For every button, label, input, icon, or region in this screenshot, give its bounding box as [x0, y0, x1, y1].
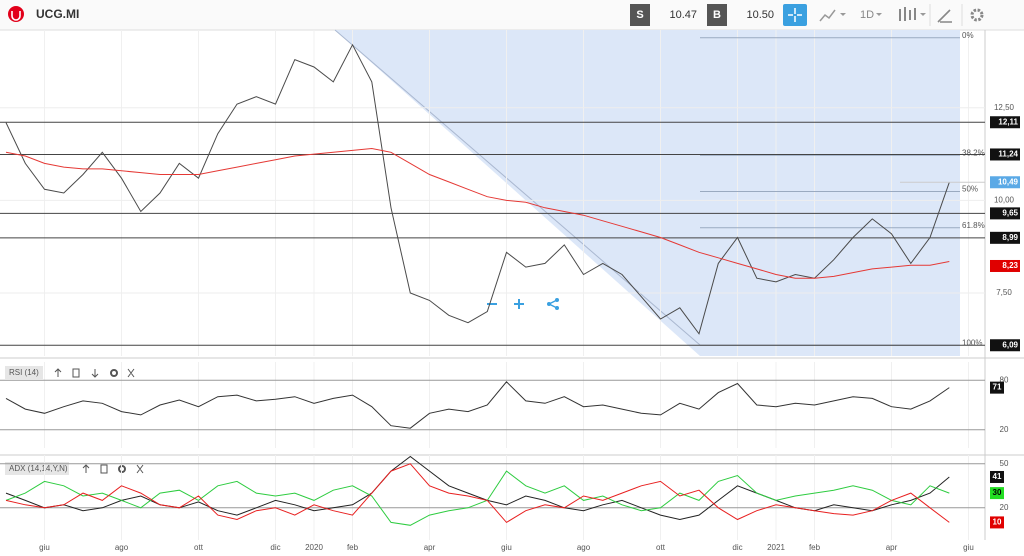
price-tag	[990, 207, 1020, 220]
price-tag-label: 8,23	[1002, 261, 1018, 270]
x-tick-label: giu	[501, 543, 512, 552]
share-button[interactable]	[540, 294, 566, 314]
fib-label: 50%	[962, 185, 978, 194]
fib-label: 61.8%	[962, 221, 985, 230]
chart-type-button[interactable]	[819, 9, 836, 22]
rsi-settings-icon[interactable]	[110, 369, 118, 377]
adx-label-box[interactable]	[5, 462, 69, 475]
y-tick-label: 80	[1000, 375, 1009, 384]
sell-button[interactable]	[630, 4, 650, 26]
x-tick-label: 2021	[767, 543, 785, 552]
y-tick-label: 7,50	[996, 288, 1012, 297]
price-tag	[990, 176, 1020, 189]
value-tag-label: 30	[993, 488, 1002, 497]
rsi-panel-icons[interactable]	[54, 368, 135, 378]
series-line	[5, 381, 950, 429]
x-tick-label: apr	[424, 543, 436, 552]
x-tick-label: ott	[194, 543, 204, 552]
share-dot	[555, 306, 559, 310]
value-tag-label: 41	[993, 472, 1002, 481]
symbol: UCG.MI	[36, 7, 79, 21]
adx-panel-icons[interactable]	[82, 464, 144, 474]
x-tick-label: 2020	[305, 543, 323, 552]
x-tick-label: dic	[732, 543, 742, 552]
trend-line	[334, 29, 701, 346]
logo-mark	[11, 11, 21, 21]
settings-button[interactable]	[970, 8, 984, 22]
value-tag	[990, 381, 1004, 394]
value-tag	[990, 516, 1004, 529]
rsi-label-box[interactable]	[5, 366, 43, 379]
series-line	[5, 470, 950, 526]
y-tick-label: 12,50	[994, 103, 1015, 112]
value-tag	[990, 470, 1004, 483]
interval-button[interactable]: 1D	[860, 9, 874, 21]
candles-button[interactable]	[899, 7, 916, 21]
price-tag-label: 10,49	[998, 177, 1019, 186]
header-bar	[0, 0, 1024, 30]
price-tag	[990, 148, 1020, 161]
buy-price: 10.50	[746, 9, 774, 21]
value-tag	[990, 487, 1004, 500]
series-line	[5, 43, 950, 335]
adx-title[interactable]: ADX (14,14,Y,N)	[9, 464, 68, 473]
value-tag-label: 10	[993, 518, 1002, 527]
x-tick-label: ago	[115, 543, 129, 552]
fib-label: 0%	[962, 31, 974, 40]
draw-button[interactable]	[937, 9, 952, 23]
fib-label: 100%	[962, 338, 982, 347]
y-tick-label: 50	[1000, 459, 1009, 468]
series-line	[5, 463, 950, 524]
price-tag	[990, 339, 1020, 352]
price-tag-label: 11,24	[998, 150, 1018, 159]
y-tick-label: 10,00	[994, 196, 1015, 205]
share-dot	[547, 302, 551, 306]
dropdown-caret	[876, 13, 882, 16]
crosshair-button[interactable]	[783, 4, 807, 26]
price-tag	[990, 116, 1020, 129]
price-tag	[990, 231, 1020, 244]
zoom-in-icon	[514, 299, 524, 309]
buy-button[interactable]	[707, 4, 727, 26]
x-tick-label: giu	[963, 543, 974, 552]
dropdown-caret	[920, 13, 926, 16]
x-tick-label: dic	[270, 543, 280, 552]
x-tick-label: ago	[577, 543, 591, 552]
price-tag-label: 12,11	[998, 117, 1018, 126]
price-tag-label: 8,99	[1002, 233, 1018, 242]
y-tick-label: 20	[1000, 503, 1009, 512]
price-tag-label: 6,09	[1002, 340, 1018, 349]
crosshair-icon	[788, 8, 802, 22]
x-tick-label: apr	[886, 543, 898, 552]
sell-label[interactable]: S	[636, 9, 643, 21]
sell-price: 10.47	[669, 9, 697, 21]
fib-label: 38.2%	[962, 148, 985, 157]
series-line	[5, 147, 950, 279]
share-dot	[555, 298, 559, 302]
x-tick-label: ott	[656, 543, 666, 552]
buy-label[interactable]: B	[713, 9, 721, 21]
price-tag	[990, 259, 1020, 272]
x-tick-label: giu	[39, 543, 50, 552]
fib-area	[335, 30, 960, 356]
dropdown-caret	[840, 13, 846, 16]
x-tick-label: feb	[809, 543, 821, 552]
price-tag-label: 9,65	[1002, 208, 1018, 217]
value-tag-label: 71	[993, 383, 1002, 392]
rsi-title[interactable]: RSI (14)	[9, 368, 39, 377]
y-tick-label: 20	[1000, 425, 1009, 434]
x-tick-label: feb	[347, 543, 359, 552]
